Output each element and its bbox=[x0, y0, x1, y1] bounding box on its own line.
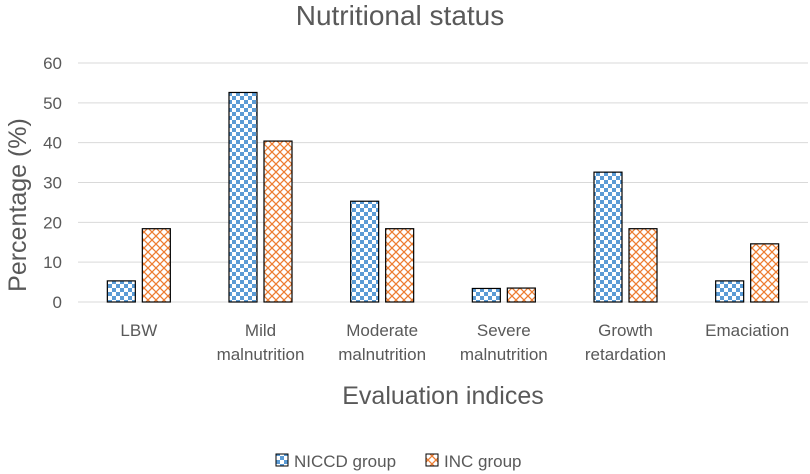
bar-niccd bbox=[106, 280, 136, 303]
x-category-label: Emaciation bbox=[705, 321, 789, 340]
bar-inc bbox=[263, 140, 293, 303]
x-category-label: malnutrition bbox=[460, 345, 548, 364]
x-category-label: retardation bbox=[585, 345, 666, 364]
bar-inc bbox=[141, 228, 171, 303]
bar-inc bbox=[750, 243, 780, 303]
x-category-label: Severe bbox=[477, 321, 531, 340]
y-tick-label: 60 bbox=[43, 54, 62, 73]
x-category-label: malnutrition bbox=[217, 345, 305, 364]
x-category-label: Mild bbox=[245, 321, 276, 340]
bar-niccd bbox=[471, 287, 501, 303]
x-axis-title: Evaluation indices bbox=[342, 382, 544, 410]
y-tick-label: 30 bbox=[43, 174, 62, 193]
legend-label-inc: INC group bbox=[444, 452, 521, 471]
x-category-label: LBW bbox=[120, 321, 157, 340]
bar-niccd bbox=[593, 171, 623, 303]
y-axis-title: Percentage (%) bbox=[4, 118, 32, 292]
legend-swatch-inc bbox=[425, 453, 439, 467]
bars bbox=[106, 91, 780, 303]
gridlines bbox=[78, 62, 808, 263]
x-category-label: Moderate bbox=[346, 321, 418, 340]
bar-niccd bbox=[228, 91, 258, 303]
y-tick-label: 40 bbox=[43, 134, 62, 153]
legend: NICCD group INC group bbox=[275, 452, 521, 471]
bar-inc bbox=[506, 287, 536, 303]
y-tick-label: 10 bbox=[43, 253, 62, 272]
x-category-label: malnutrition bbox=[338, 345, 426, 364]
y-tick-label: 50 bbox=[43, 94, 62, 113]
y-tick-label: 0 bbox=[53, 293, 62, 312]
y-tick-label: 20 bbox=[43, 213, 62, 232]
legend-label-niccd: NICCD group bbox=[294, 452, 396, 471]
bar-inc bbox=[385, 228, 415, 303]
bar-niccd bbox=[350, 200, 380, 303]
bar-inc bbox=[628, 228, 658, 303]
chart-title: Nutritional status bbox=[296, 0, 505, 31]
x-category-label: Growth bbox=[598, 321, 653, 340]
bar-niccd bbox=[715, 280, 745, 303]
x-axis-category-labels: LBW Mild malnutrition Moderate malnutrition S… bbox=[120, 321, 789, 364]
y-axis-ticks: 0 10 20 30 40 50 60 bbox=[43, 54, 62, 312]
legend-swatch-niccd bbox=[275, 453, 289, 467]
